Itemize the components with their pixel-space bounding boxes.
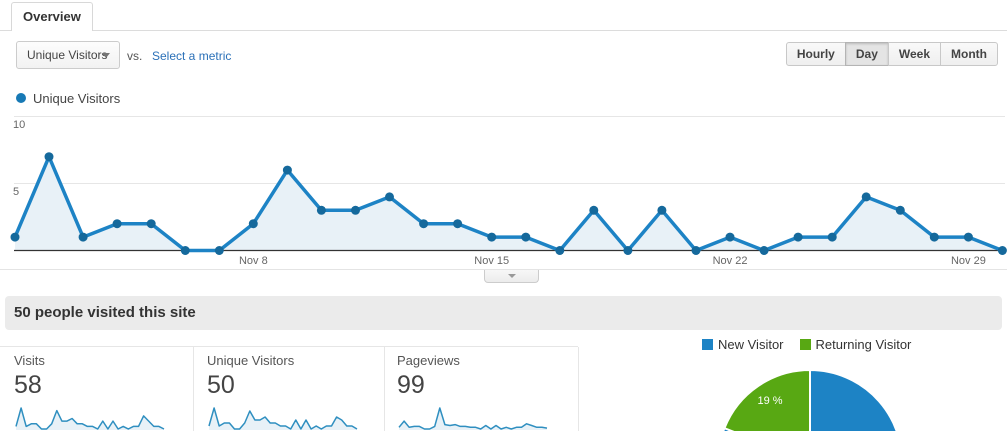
- metric-selector-value: Unique Visitors: [27, 48, 108, 62]
- metric-divider: [193, 347, 194, 431]
- x-axis-tick-label: Nov 8: [238, 255, 268, 267]
- legend-item-returning-visitor: Returning Visitor: [799, 337, 912, 352]
- metric-label: Visits: [14, 353, 45, 368]
- legend-series-label: Unique Visitors: [33, 91, 121, 106]
- summary-headline-bar: 50 people visited this site: [5, 296, 1002, 330]
- y-axis-tick-label: 10: [13, 118, 26, 131]
- metric-card-pageviews: Pageviews 99: [397, 353, 549, 431]
- metric-sparkline: [208, 407, 358, 430]
- granularity-button-group: Hourly Day Week Month: [785, 42, 998, 66]
- visitor-type-legend: New Visitor Returning Visitor: [702, 337, 911, 352]
- y-axis-tick-label: 5: [13, 185, 20, 198]
- tab-overview[interactable]: Overview: [11, 2, 93, 31]
- metric-sparkline: [15, 407, 165, 430]
- legend-item-label: New Visitor: [718, 337, 784, 352]
- legend-item-new-visitor: New Visitor: [702, 337, 784, 352]
- tab-overview-label: Overview: [23, 9, 81, 24]
- x-axis-tick-label: Nov 22: [712, 255, 748, 267]
- x-axis-tick-label: Nov 29: [950, 255, 986, 267]
- metric-divider: [578, 347, 579, 431]
- metric-value: 99: [397, 371, 425, 399]
- legend-dot-icon: [16, 93, 26, 103]
- granularity-button-month[interactable]: Month: [940, 42, 998, 66]
- metrics-top-border: [0, 346, 578, 347]
- visitor-type-pie-chart: [722, 368, 898, 431]
- legend-swatch-icon: [799, 339, 811, 350]
- chart-collapse-button[interactable]: [484, 270, 539, 283]
- chevron-down-icon: [507, 274, 516, 278]
- vs-label: vs.: [127, 49, 143, 63]
- pie-slice-percentage-label: 19 %: [757, 395, 783, 407]
- granularity-button-week[interactable]: Week: [887, 42, 942, 66]
- metric-value: 50: [207, 371, 235, 399]
- metric-label: Unique Visitors: [207, 353, 295, 368]
- metric-divider: [384, 347, 385, 431]
- legend-swatch-icon: [702, 339, 713, 350]
- granularity-button-day[interactable]: Day: [844, 42, 889, 66]
- unique-visitors-line-chart: [10, 116, 1007, 255]
- metric-label: Pageviews: [397, 353, 460, 368]
- metric-sparkline: [398, 407, 548, 430]
- metric-card-visits: Visits 58: [14, 353, 166, 431]
- chart-bottom-divider: [0, 269, 1007, 270]
- select-a-metric-link[interactable]: Select a metric: [152, 49, 232, 63]
- x-axis-tick-label: Nov 15: [474, 255, 510, 267]
- tab-strip-divider: [0, 30, 1007, 31]
- metric-card-unique-visitors: Unique Visitors 50: [207, 353, 359, 431]
- chevron-down-icon: [102, 53, 110, 58]
- summary-headline: 50 people visited this site: [14, 304, 196, 321]
- metric-value: 58: [14, 371, 42, 399]
- legend-item-label: Returning Visitor: [815, 337, 912, 352]
- metric-selector-dropdown[interactable]: Unique Visitors: [16, 41, 120, 69]
